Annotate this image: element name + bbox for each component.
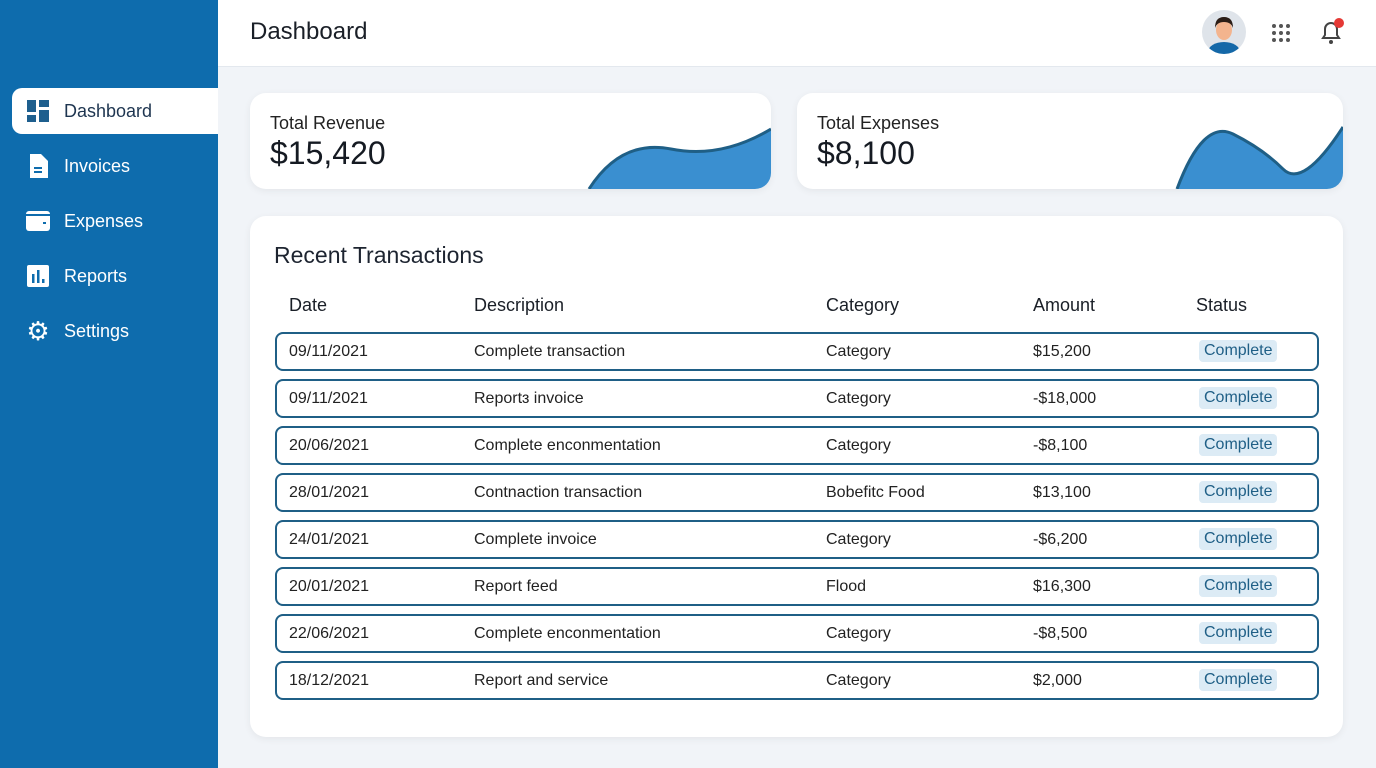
wallet-icon [26,209,50,233]
apps-grid-icon[interactable] [1271,23,1291,48]
date-cell: 20/06/2021 [289,437,370,454]
gear-icon: ⚙ [26,315,50,346]
notification-dot [1334,18,1344,28]
sidebar-item-reports[interactable]: Reports [12,253,218,299]
description-cell: Report and service [474,672,609,689]
revenue-sparkline [587,127,771,189]
card-label: Total Revenue [270,113,386,133]
date-cell: 28/01/2021 [289,484,370,501]
avatar[interactable] [1202,10,1246,54]
sidebar-item-dashboard[interactable]: Dashboard [12,88,218,134]
status-badge: Complete [1199,387,1278,409]
table-row[interactable]: 28/01/2021 Contnaction transaction Bobefit… [275,473,1319,512]
category-cell: Category [826,437,891,454]
amount-cell: $16,300 [1033,578,1091,595]
description-cell: Complete enconmentation [474,625,661,642]
sidebar-item-label: Reports [64,265,128,286]
category-cell: Category [826,672,891,689]
description-cell: Complete transaction [474,343,626,360]
status-badge: Complete [1199,434,1278,456]
status-badge: Complete [1199,340,1278,362]
bell-icon[interactable] [1319,16,1347,51]
amount-cell: $13,100 [1033,484,1091,501]
sidebar-item-label: Invoices [64,155,131,176]
status-badge: Complete [1199,669,1278,691]
expenses-sparkline [1175,126,1343,189]
card-value: $8,100 [817,135,915,171]
dashboard-icon [26,99,50,123]
date-cell: 09/11/2021 [289,390,368,407]
table-row[interactable]: 09/11/2021 Complete transaction Category $1… [275,332,1319,371]
section-title: Recent Transactions [274,242,484,268]
card-label: Total Expenses [817,113,940,133]
column-header-amount[interactable]: Amount [1033,295,1096,315]
date-cell: 22/06/2021 [289,625,370,642]
description-cell: Complete invoice [474,531,597,548]
column-header-status[interactable]: Status [1196,295,1248,315]
document-icon [26,154,50,178]
description-cell: Complete enconmentation [474,437,661,454]
amount-cell: $2,000 [1033,672,1082,689]
table-row[interactable]: 24/01/2021 Complete invoice Category -$6,20… [275,520,1319,559]
date-cell: 20/01/2021 [289,578,370,595]
table-row[interactable]: 22/06/2021 Complete enconmentation Categor… [275,614,1319,653]
table-row[interactable]: 20/06/2021 Complete enconmentation Categor… [275,426,1319,465]
sidebar-item-expenses[interactable]: Expenses [12,198,218,244]
status-badge: Complete [1199,481,1278,503]
top-header: Dashboard [218,0,1376,67]
sidebar-item-invoices[interactable]: Invoices [12,143,218,189]
description-cell: Contnaction transaction [474,484,643,501]
total-expenses-card: Total Expenses $8,100 [797,93,1343,189]
status-badge: Complete [1199,528,1278,550]
sidebar: Dashboard Invoices Expenses Reports ⚙ Se… [0,0,218,768]
table-row[interactable]: 18/12/2021 Report and service Category $2,0… [275,661,1319,700]
card-value: $15,420 [270,135,386,171]
category-cell: Category [826,531,891,548]
date-cell: 18/12/2021 [289,672,370,689]
status-badge: Complete [1199,622,1278,644]
table-row[interactable]: 20/01/2021 Report feed Flood $16,300 Complet… [275,567,1319,606]
amount-cell: -$6,200 [1033,531,1088,548]
sidebar-item-settings[interactable]: ⚙ Settings [12,308,218,354]
recent-transactions-card: Recent Transactions Date Description Cat… [250,216,1343,737]
amount-cell: -$8,100 [1033,437,1088,454]
date-cell: 24/01/2021 [289,531,370,548]
date-cell: 09/11/2021 [289,343,368,360]
amount-cell: $15,200 [1033,343,1091,360]
category-cell: Flood [826,578,867,595]
status-badge: Complete [1199,575,1278,597]
category-cell: Category [826,390,891,407]
column-header-date[interactable]: Date [289,295,328,315]
table-row[interactable]: 09/11/2021 Reportɜ invoice Category -$18,00… [275,379,1319,418]
sidebar-item-label: Dashboard [64,100,153,121]
amount-cell: -$18,000 [1033,390,1097,407]
total-revenue-card: Total Revenue $15,420 [250,93,771,189]
column-header-description[interactable]: Description [474,295,565,315]
page-title: Dashboard [250,18,368,45]
sidebar-item-label: Settings [64,320,130,341]
category-cell: Bobefitc Food [826,484,925,501]
category-cell: Category [826,625,891,642]
description-cell: Reportɜ invoice [474,390,584,407]
column-header-category[interactable]: Category [826,295,900,315]
bar-chart-icon [26,264,50,288]
sidebar-item-label: Expenses [64,210,144,231]
amount-cell: -$8,500 [1033,625,1088,642]
description-cell: Report feed [474,578,558,595]
category-cell: Category [826,343,891,360]
